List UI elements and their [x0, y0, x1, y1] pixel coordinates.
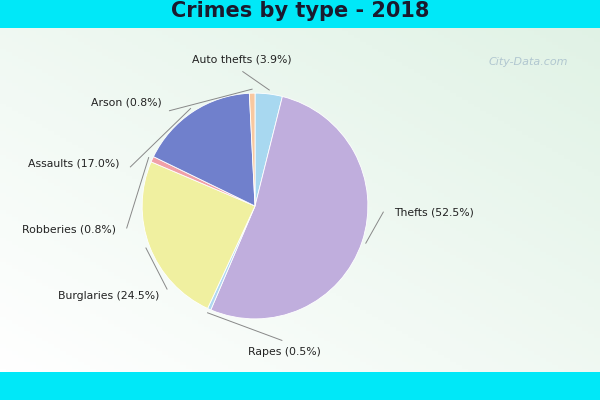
Text: Crimes by type - 2018: Crimes by type - 2018: [171, 1, 429, 21]
Text: Arson (0.8%): Arson (0.8%): [91, 98, 162, 108]
Wedge shape: [255, 93, 283, 206]
Text: Rapes (0.5%): Rapes (0.5%): [248, 347, 320, 357]
Text: City-Data.com: City-Data.com: [488, 57, 568, 67]
Text: Auto thefts (3.9%): Auto thefts (3.9%): [192, 55, 292, 65]
Text: Assaults (17.0%): Assaults (17.0%): [28, 158, 119, 168]
Wedge shape: [250, 93, 255, 206]
Text: Robberies (0.8%): Robberies (0.8%): [22, 225, 116, 235]
Wedge shape: [208, 206, 255, 310]
Wedge shape: [151, 157, 255, 206]
Wedge shape: [154, 93, 255, 206]
Wedge shape: [142, 162, 255, 308]
Text: Thefts (52.5%): Thefts (52.5%): [394, 208, 475, 218]
Wedge shape: [211, 96, 368, 319]
Text: Burglaries (24.5%): Burglaries (24.5%): [58, 291, 160, 301]
